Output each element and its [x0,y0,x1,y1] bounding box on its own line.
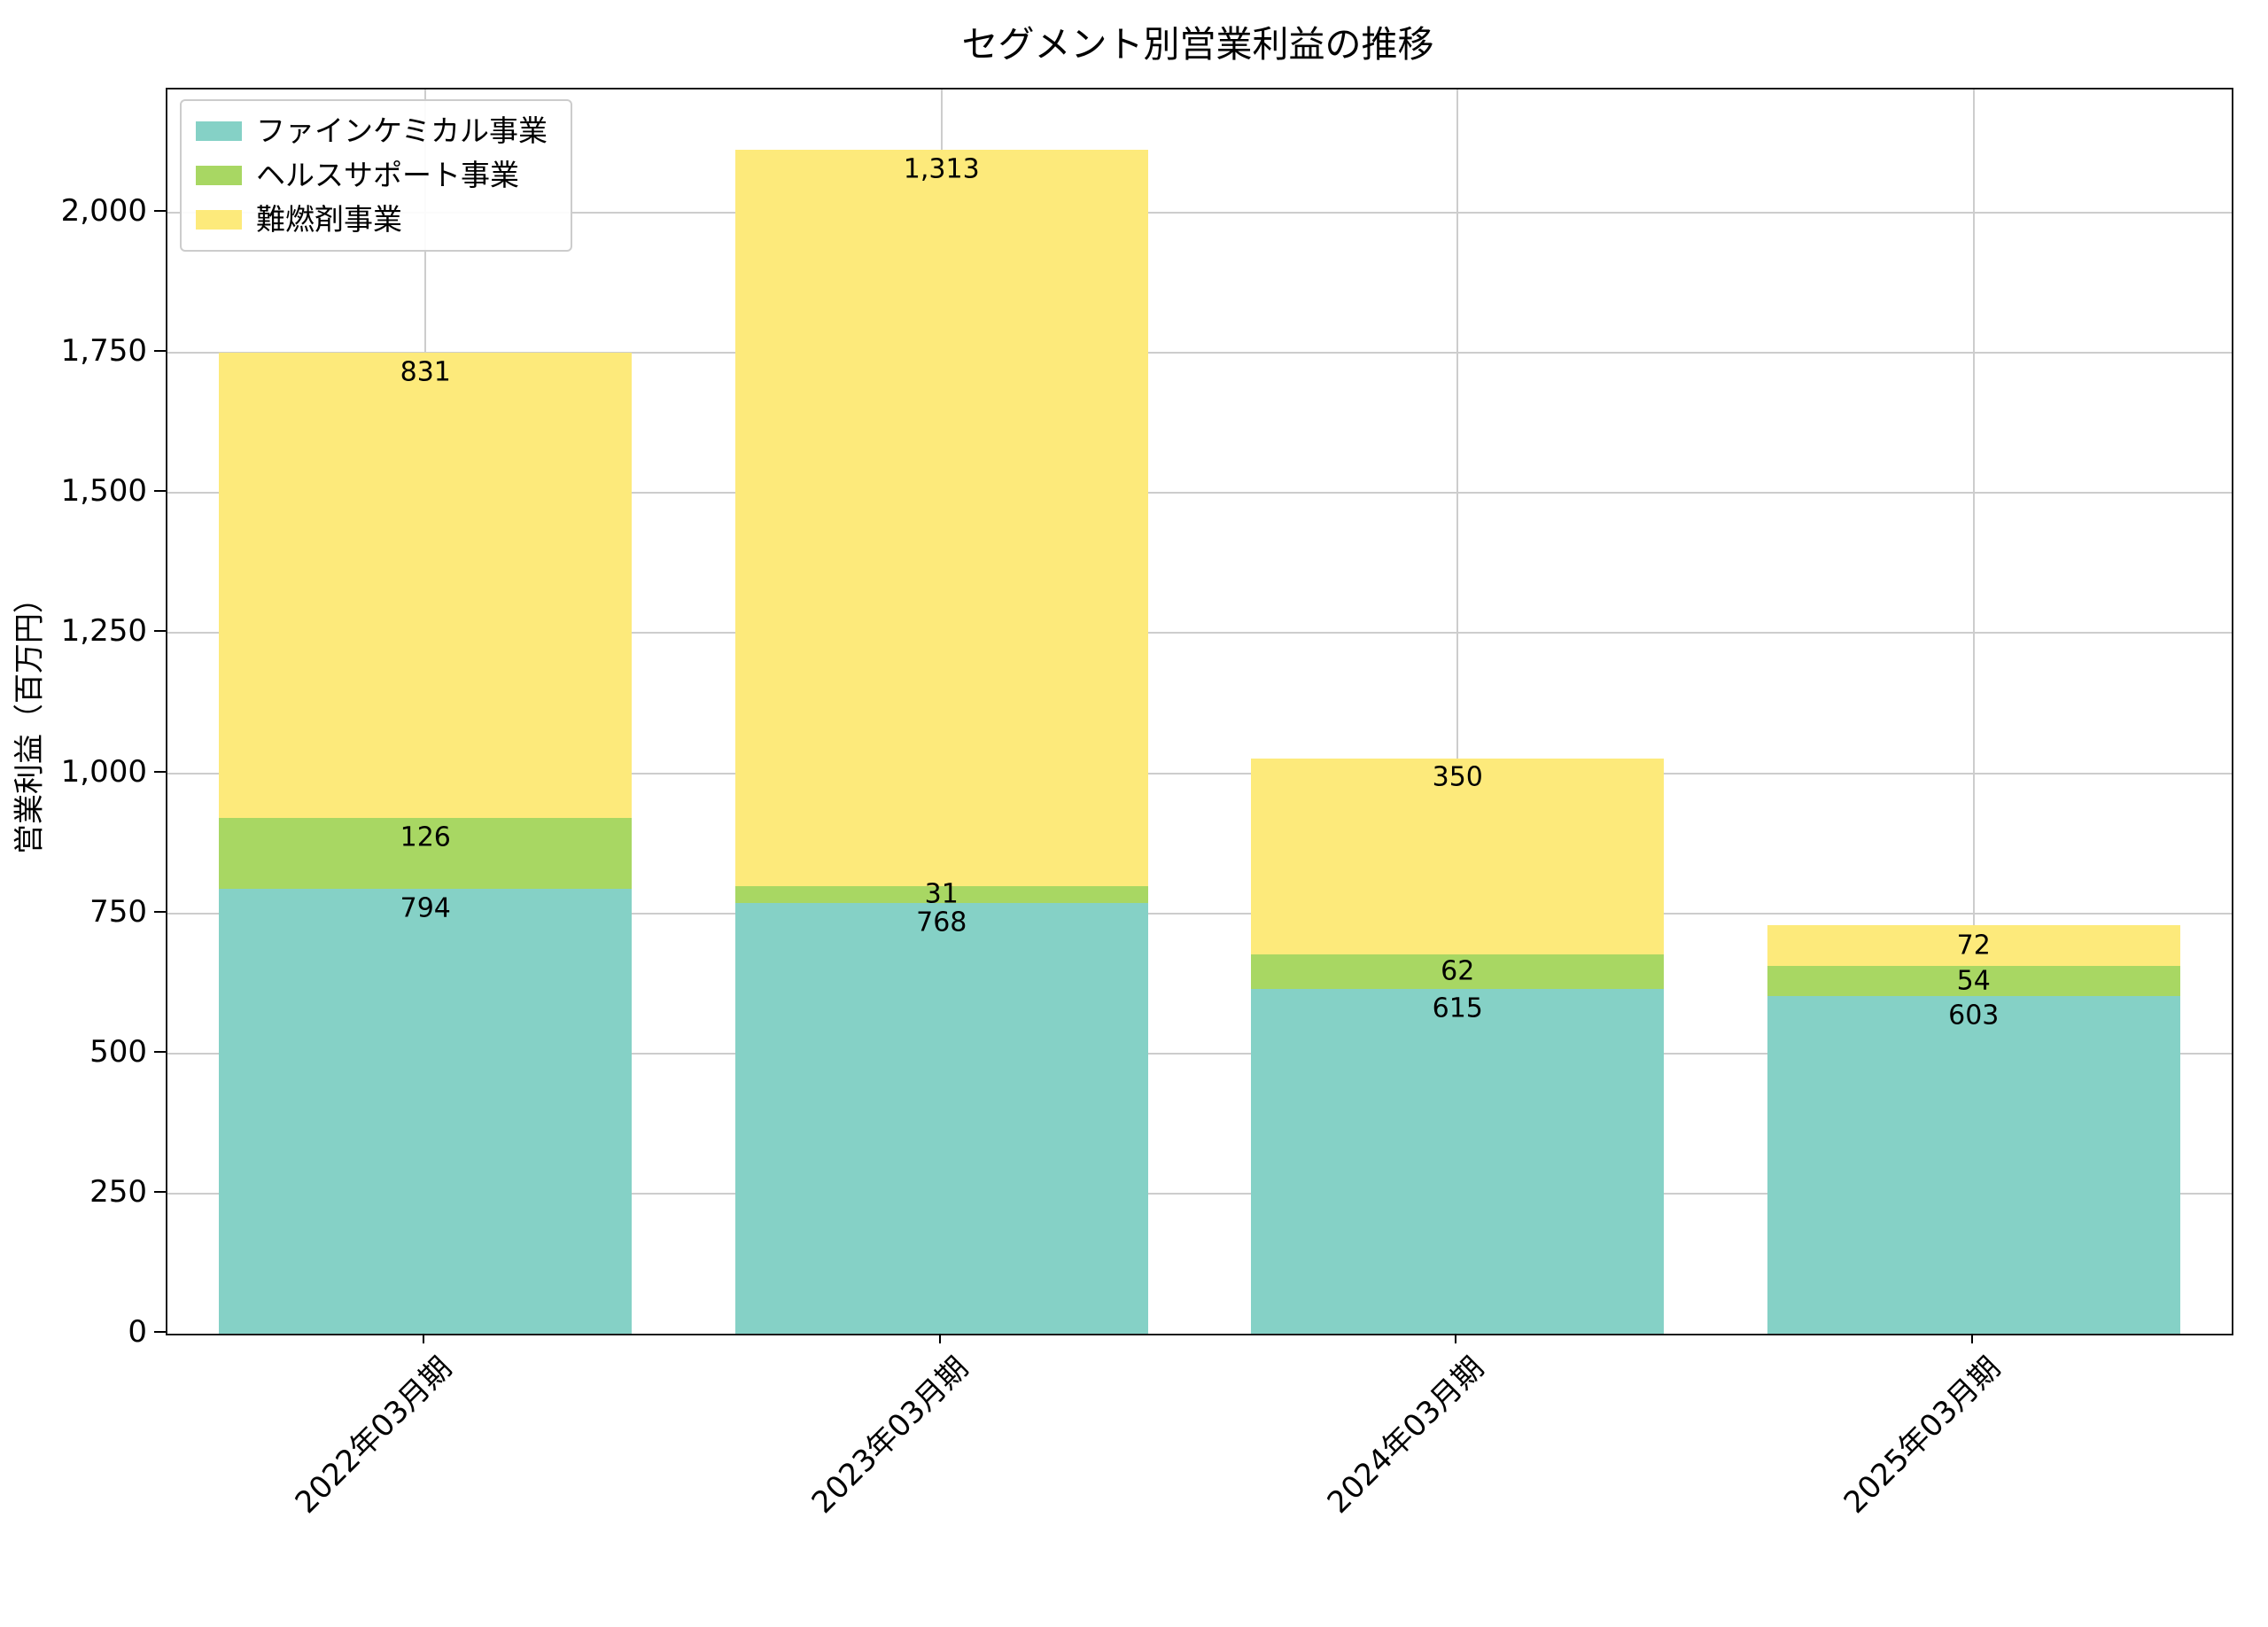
bar-segment-1-2025年03月期 [1767,965,2180,996]
x-tick-mark [1455,1333,1457,1343]
y-tick-mark [154,630,166,633]
gridline-horizontal [167,772,2232,775]
gridline-horizontal [167,352,2232,354]
legend-item-fine-chemical: ファインケミカル事業 [196,113,548,149]
bar-segment-2-2023年03月期 [734,150,1148,886]
y-tick-mark [154,1331,166,1333]
gridline-vertical [1456,90,1459,1334]
bar-segment-0-2022年03月期 [219,888,633,1334]
bar-value-label: 54 [1956,965,1991,997]
y-tick-label: 1,000 [60,753,147,790]
gridline-horizontal [167,632,2232,634]
bar-segment-0-2025年03月期 [1767,995,2180,1334]
bar-value-label: 1,313 [903,153,980,185]
bar-segment-0-2024年03月期 [1251,989,1665,1334]
bar-value-label: 603 [1948,1000,2000,1031]
bar-value-label: 831 [400,356,451,388]
bar-segment-2-2022年03月期 [219,352,633,819]
y-tick-label: 500 [89,1033,147,1070]
legend-item-flame-retardant: 難燃剤事業 [196,202,548,237]
bar-value-label: 350 [1432,761,1483,793]
legend-label: ファインケミカル事業 [256,113,548,148]
x-tick-mark [423,1333,425,1343]
bar-value-label: 794 [400,892,451,924]
y-tick-label: 1,750 [60,333,147,370]
x-tick-mark [938,1333,941,1343]
y-tick-mark [154,350,166,353]
y-tick-mark [154,490,166,493]
bar-value-label: 72 [1956,930,1991,961]
y-tick-label: 1,250 [60,613,147,650]
y-tick-label: 250 [89,1173,147,1210]
chart-figure: セグメント別営業利益の推移 営業利益（百万円） 794 126 831 768 31 1,… [12,23,2233,1521]
y-tick-label: 1,500 [60,473,147,510]
chart-title: セグメント別営業利益の推移 [961,23,1434,66]
gridline-horizontal [167,1052,2232,1055]
plot-area: 794 126 831 768 31 1,313 615 62 350 603 54 72 [166,88,2233,1335]
legend-swatch-health-support [196,166,242,185]
legend-swatch-fine-chemical [196,121,242,141]
legend-label: 難燃剤事業 [256,202,402,237]
bar-value-label: 31 [924,878,959,910]
bar-value-label: 126 [400,821,451,853]
bar-segment-0-2023年03月期 [734,903,1148,1334]
legend: ファインケミカル事業 ヘルスサポート事業 難燃剤事業 [180,99,573,252]
bar-value-label: 62 [1441,955,1475,987]
bar-segment-2-2024年03月期 [1251,758,1665,954]
bar-segment-1-2023年03月期 [734,885,1148,904]
y-tick-mark [154,910,166,913]
bar-segment-1-2024年03月期 [1251,954,1665,990]
legend-swatch-flame-retardant [196,210,242,230]
gridline-horizontal [167,1192,2232,1195]
bar-value-label: 768 [916,907,967,938]
bar-value-label: 615 [1432,993,1483,1024]
y-tick-mark [154,770,166,773]
gridline-horizontal [167,212,2232,214]
x-tick-label: 2025年03月期 [1837,1350,2008,1521]
y-tick-label: 750 [89,893,147,930]
legend-label: ヘルスサポート事業 [256,158,519,192]
bar-segment-1-2022年03月期 [219,818,633,889]
gridline-horizontal [167,912,2232,915]
bar-segment-2-2025年03月期 [1767,924,2180,966]
x-tick-label: 2022年03月期 [289,1350,460,1521]
y-tick-mark [154,1050,166,1053]
x-tick-mark [1970,1333,1973,1343]
y-tick-label: 0 [128,1314,147,1350]
y-tick-label: 2,000 [60,193,147,230]
x-tick-label: 2024年03月期 [1321,1350,1492,1521]
legend-item-health-support: ヘルスサポート事業 [196,158,548,193]
gridline-vertical [1972,90,1975,1334]
y-tick-mark [154,210,166,213]
gridline-horizontal [167,492,2232,494]
y-tick-mark [154,1190,166,1193]
x-tick-label: 2023年03月期 [804,1350,975,1521]
